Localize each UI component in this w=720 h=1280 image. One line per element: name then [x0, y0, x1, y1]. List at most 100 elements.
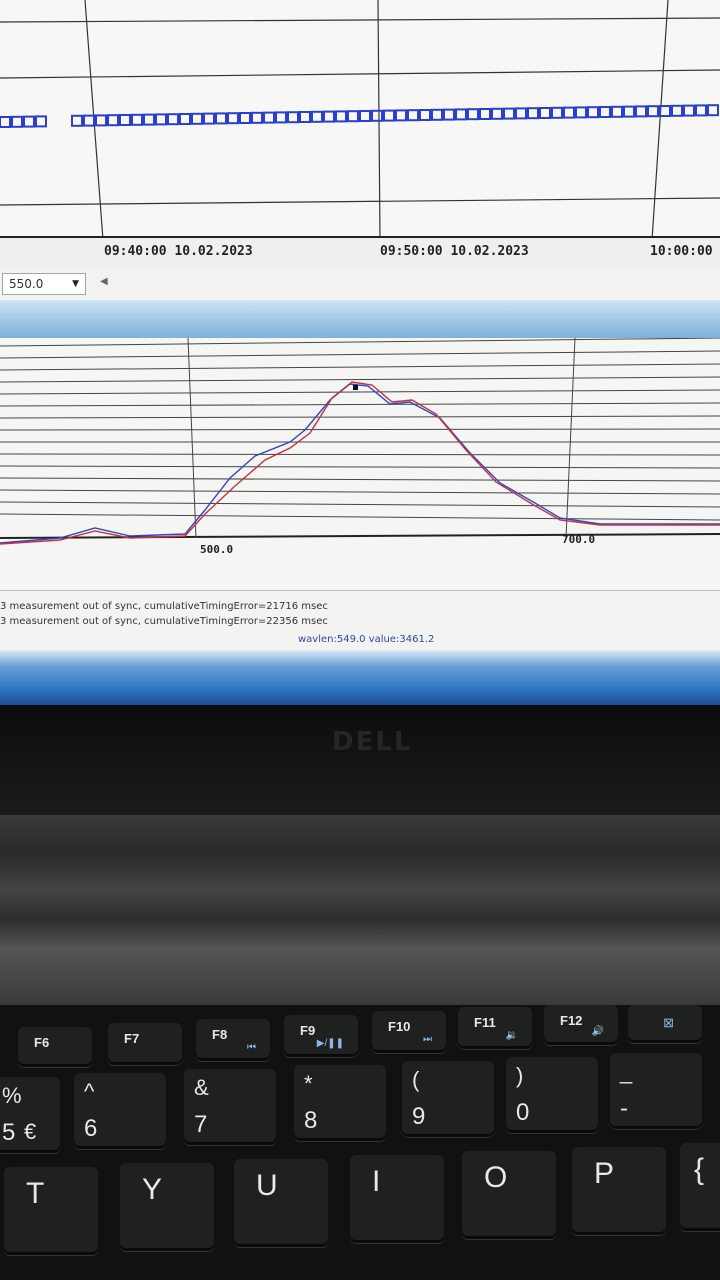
key-6-bottom: 6	[84, 1115, 98, 1142]
timeline-sample	[563, 106, 575, 119]
play-pause-icon: ▶/❚❚	[316, 1038, 344, 1049]
key-minus[interactable]: _ -	[610, 1053, 702, 1129]
spectrum-gridline	[0, 389, 720, 395]
time-axis: 09:40:00 10.02.2023 09:50:00 10.02.2023 …	[0, 236, 720, 272]
timeline-sample	[407, 109, 419, 122]
key-y[interactable]: Y	[120, 1163, 214, 1251]
timeline-sample	[683, 104, 695, 117]
key-f12[interactable]: F12 🔊	[544, 1005, 618, 1045]
timeline-sample	[575, 106, 587, 119]
key-f10[interactable]: F10 ⏭	[372, 1011, 446, 1053]
key-f6[interactable]: F6	[18, 1027, 92, 1067]
timeline-sample	[35, 115, 47, 128]
timeline-sample	[71, 114, 83, 127]
timeline-sample	[539, 107, 551, 119]
key-f8-label: F8	[212, 1027, 228, 1042]
key-minus-bottom: -	[620, 1095, 628, 1122]
log-line-1: 3 measurement out of sync, cumulativeTim…	[0, 601, 328, 612]
key-f7-label: F7	[124, 1031, 140, 1046]
key-f11-label: F11	[474, 1015, 496, 1030]
timeline-gridline	[0, 17, 720, 23]
key-7[interactable]: & 7	[184, 1069, 276, 1145]
key-p[interactable]: P	[572, 1147, 666, 1235]
timeline-sample	[287, 111, 299, 124]
key-f7[interactable]: F7	[108, 1023, 182, 1065]
key-5-bottom: 5	[2, 1119, 16, 1146]
timeline-sample	[371, 109, 383, 122]
timeline-sample	[671, 104, 683, 117]
key-9[interactable]: ( 9	[402, 1061, 494, 1137]
wavelength-dropdown[interactable]: 550.0 ▼	[2, 273, 86, 295]
timeline-sample	[155, 113, 167, 126]
key-7-bottom: 7	[194, 1111, 208, 1138]
key-bracket-label: {	[694, 1153, 705, 1186]
time-label-1: 09:40:00 10.02.2023	[104, 244, 253, 259]
key-minus-top: _	[620, 1059, 633, 1084]
timeline-sample	[419, 109, 431, 121]
key-8[interactable]: * 8	[294, 1065, 386, 1141]
key-9-top: (	[412, 1067, 420, 1092]
spectrum-baseline	[0, 533, 720, 539]
timeline-gridline	[0, 197, 720, 206]
spectrum-chart: 500.0 700.0	[0, 337, 720, 588]
timeline-sample	[515, 107, 527, 120]
timeline-sample	[335, 110, 347, 123]
spectrum-gridline	[0, 428, 720, 431]
key-o[interactable]: O	[462, 1151, 556, 1239]
key-p-label: P	[594, 1157, 615, 1190]
timeline-sample	[443, 108, 455, 121]
key-f12-label: F12	[560, 1013, 583, 1028]
key-9-bottom: 9	[412, 1103, 426, 1130]
previous-track-icon: ⏮	[247, 1042, 256, 1053]
key-5[interactable]: % 5	[0, 1077, 60, 1153]
key-8-top: *	[304, 1071, 313, 1096]
key-u-label: U	[256, 1169, 278, 1202]
timeline-sample	[395, 109, 407, 122]
key-i[interactable]: I	[350, 1155, 444, 1243]
spectrum-gridline	[0, 465, 720, 469]
timeline-sample	[179, 113, 191, 125]
volume-down-icon: 🔉	[505, 1030, 518, 1041]
timeline-sample	[551, 106, 563, 119]
log-line-2: 3 measurement out of sync, cumulativeTim…	[0, 616, 328, 627]
key-f8[interactable]: F8 ⏮	[196, 1019, 270, 1061]
mute-icon: ⊠	[663, 1015, 674, 1030]
timeline-sample	[599, 106, 611, 118]
spectrum-marker[interactable]	[353, 385, 358, 390]
spectrum-vgrid	[565, 337, 576, 539]
key-7-top: &	[194, 1075, 209, 1100]
spectrum-gridline	[0, 513, 720, 521]
timeline-sample	[95, 114, 107, 127]
timeline-sample	[83, 114, 95, 127]
status-readout: wavlen:549.0 value:3461.2	[298, 634, 435, 645]
key-f9-label: F9	[300, 1023, 316, 1038]
spectrum-gridline	[0, 501, 720, 508]
timeline-sample	[347, 110, 359, 123]
key-u[interactable]: U	[234, 1159, 328, 1247]
timeline-sample	[251, 111, 263, 124]
laptop-bezel: DELL	[0, 705, 720, 815]
key-mute[interactable]: ⊠	[628, 1005, 702, 1043]
key-6[interactable]: ^ 6 €	[24, 1073, 166, 1149]
euro-symbol: €	[24, 1119, 37, 1144]
wavelength-value: 550.0	[9, 277, 44, 291]
timeline-sample	[503, 107, 515, 120]
timeline-sample	[167, 113, 179, 126]
key-f11[interactable]: F11 🔉	[458, 1007, 532, 1049]
timeline-sample	[215, 112, 227, 125]
spectrum-gridline	[0, 402, 720, 407]
spectrum-gridline	[0, 363, 720, 371]
scroll-left-icon[interactable]: ◀	[100, 276, 108, 287]
timeline-sample	[0, 116, 11, 128]
timeline-trace	[0, 104, 719, 128]
key-6-top: ^	[84, 1079, 95, 1104]
spectrum-gridline	[0, 415, 720, 419]
timeline-sample	[491, 107, 503, 120]
timeline-sample	[143, 113, 155, 126]
spectrum-vgrid	[187, 337, 197, 539]
key-f9[interactable]: F9 ▶/❚❚	[284, 1015, 358, 1057]
chevron-down-icon[interactable]: ▼	[72, 279, 79, 289]
key-t[interactable]: T	[4, 1167, 98, 1255]
key-0[interactable]: ) 0	[506, 1057, 598, 1133]
key-bracket[interactable]: {	[680, 1143, 720, 1231]
